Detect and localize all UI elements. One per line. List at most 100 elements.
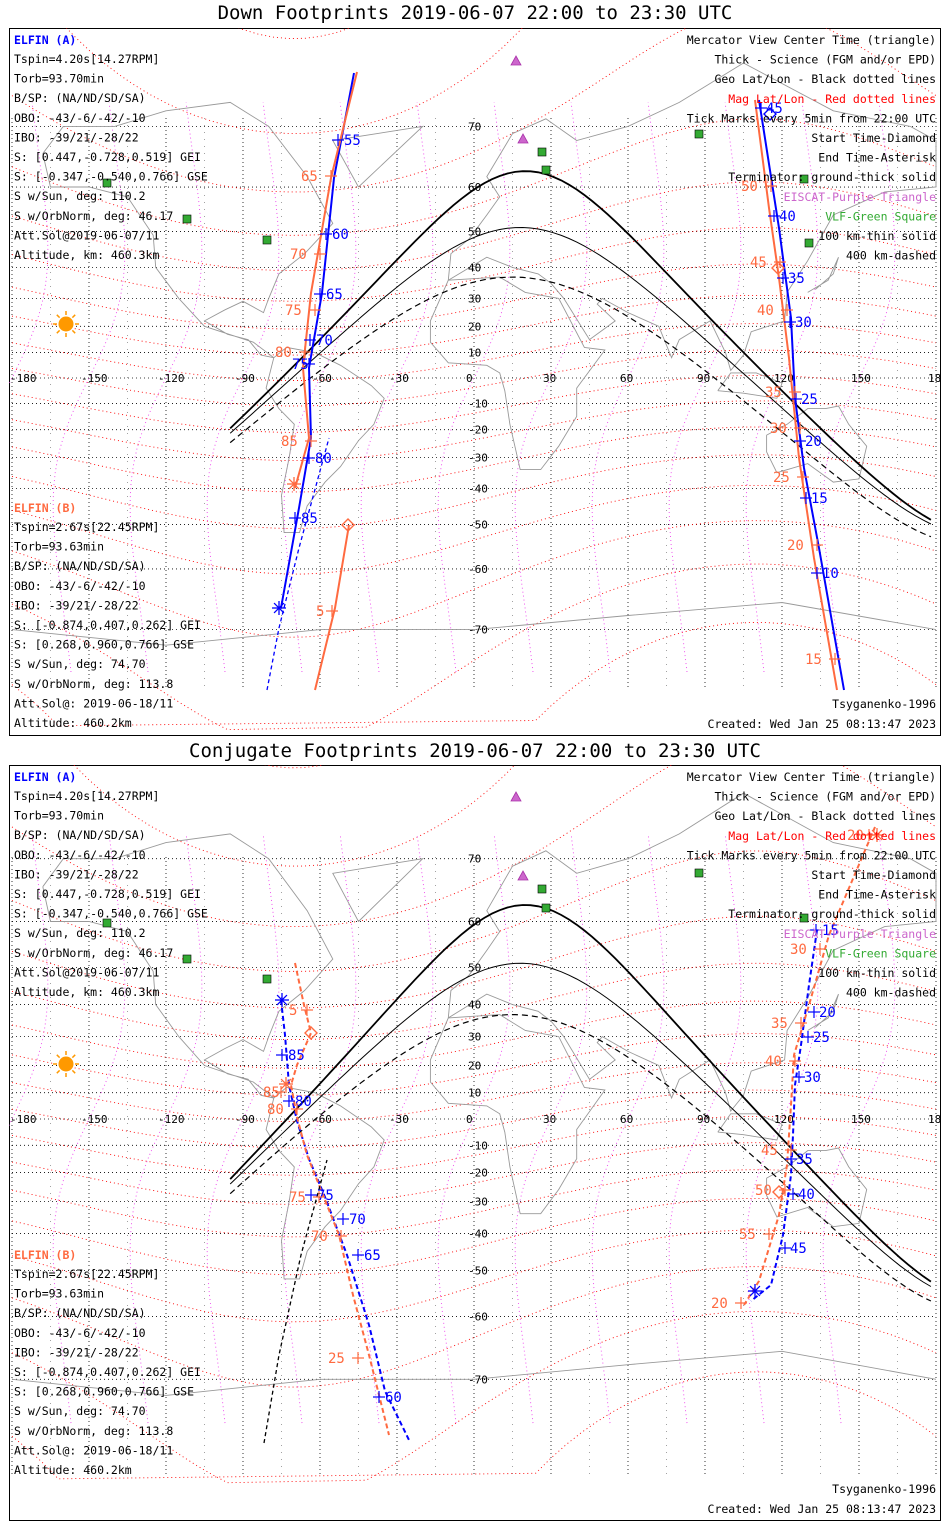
vlf-square [262,235,272,245]
panel-title: Down Footprints 2019-06-07 22:00 to 23:3… [217,2,733,24]
track-time-label: 65 [301,169,318,185]
lat-tick-label: -10 [468,1139,488,1152]
track-time-label: 40 [798,1187,815,1203]
lat-tick-label: 40 [468,999,481,1012]
track-time-label: 80 [315,451,332,467]
lon-tick-label: -90 [235,1113,255,1126]
coastline [265,346,385,534]
panel-title: Conjugate Footprints 2019-06-07 22:00 to… [189,740,761,762]
mag-longitude [591,102,665,673]
mag-longitude [822,833,896,1424]
lat-tick-label: -50 [468,1265,488,1278]
sun-ray [71,314,76,319]
legend-line: Mag Lat/Lon - Red dotted lines [728,829,936,843]
legend-line: Thick - Science (FGM and/or EPD) [714,53,936,67]
track-time-label: 65 [326,287,343,303]
lon-tick-label: -90 [235,372,255,385]
vlf-square [694,868,704,878]
elfin-a-info-line: Tspin=4.20s[14.27RPM] [14,52,159,66]
lat-tick-label: 30 [468,292,481,305]
map-frame [9,28,941,736]
vlf-square [182,214,192,224]
mag-latitude [11,1115,937,1176]
elfin-b-info-line: S w/Sun, deg: 74.70 [14,657,146,671]
lat-tick-label: -20 [468,424,488,437]
elfin-b-info-line: S: [0.268,0.960,0.766] GSE [14,638,194,652]
vlf-square [262,974,272,984]
lon-tick-label: 60 [620,372,633,385]
elfin-b-track-west [294,71,358,489]
lon-tick-label: -60 [312,372,332,385]
mag-latitude [11,400,937,462]
elfin-b-info-line: Torb=93.63min [14,540,104,554]
coastline [717,1113,783,1141]
elfin-a-conj-track-west [280,999,410,1441]
lon-tick-label: -30 [389,372,409,385]
mag-longitude [514,833,588,1424]
lat-tick-label: 60 [468,915,481,928]
lat-tick-label: 40 [468,261,481,274]
mag-latitude [11,850,937,972]
track-time-label: 35 [788,271,805,287]
elfin-b-info-line: Torb=93.63min [14,1287,104,1301]
mag-longitude [9,102,49,386]
eiscat-triangle [517,870,529,881]
elfin-b-info-line: Att.Sol@: 2019-06-18/11 [14,696,173,710]
lon-tick-label: -150 [81,1113,108,1126]
elfin-b-info-line: Tspin=2.67s[22.45RPM] [14,1267,159,1281]
elfin-a-info-line: Tspin=4.20s[14.27RPM] [14,789,159,803]
elfin-a-info-line: S: [0.447,-0.728,0.519] GEI [14,887,201,901]
legend-line: Geo Lat/Lon - Black dotted lines [714,72,936,86]
elfin-b-track-east [754,99,838,691]
start-diamond [341,518,355,532]
legend-line: End Time-Asterisk [818,151,936,165]
elfin-b-info-line: B/SP: (NA/ND/SD/SA) [14,559,146,573]
sun-icon [58,316,74,332]
elfin-a-info-line: Att.Sol@2019-06-07/11 [14,228,159,242]
mag-longitude [52,102,126,673]
mag-longitude [52,833,126,1424]
legend-line: 100 km-thin solid [818,229,936,243]
created-label: Created: Wed Jan 25 08:13:47 2023 [708,1502,937,1516]
track-time-label: 45 [761,1143,778,1159]
track-time-label: 85 [263,1085,280,1101]
elfin-b-conj-track-east [743,826,876,1306]
mag-latitude [11,375,937,433]
terminator-100km [229,962,932,1287]
track-time-label: 35 [765,385,782,401]
lat-tick-label: 50 [468,225,481,238]
mag-longitude [668,102,742,673]
coastline [11,1350,937,1396]
track-time-label: 40 [779,209,796,225]
elfin-a-info-line: S w/Sun, deg: 110.2 [14,189,146,203]
legend-line: Start Time-Diamond [811,868,936,882]
lat-tick-label: 70 [468,120,481,133]
terminator-ground [229,904,932,1283]
lon-tick-label: -120 [158,372,185,385]
legend-line: Geo Lat/Lon - Black dotted lines [714,809,936,823]
terminator-ground [229,170,932,521]
legend-line: VLF-Green Square [825,209,936,223]
mag-longitude [745,102,819,673]
lon-tick-label: 120 [774,1113,794,1126]
mag-latitude [11,484,937,575]
track-time-label: 40 [765,1054,782,1070]
lon-tick-label: 0 [466,372,473,385]
elfin-b-info-line: Tspin=2.67s[22.45RPM] [14,520,159,534]
elfin-b-info-line: Att.Sol@: 2019-06-18/11 [14,1443,173,1457]
terminator-100km [229,226,932,525]
legend-line: 400 km-dashed [846,986,936,1000]
mag-latitude [11,563,937,731]
track-time-label: 20 [711,1296,728,1312]
legend-line: Tick Marks every 5min from 22:00 UTC [687,111,936,125]
lon-tick-label: 180 [928,1113,941,1126]
mag-longitude [283,833,357,1424]
sun-ray [71,1054,76,1059]
lat-tick-label: 60 [468,181,481,194]
mag-longitude [283,102,357,673]
track-time-label: 25 [328,1351,345,1367]
elfin-b-info-line: S: [0.268,0.960,0.766] GSE [14,1385,194,1399]
elfin-b-info-line: IBO: -39/21/-28/22 [14,598,139,612]
track-time-label: 85 [281,434,298,450]
mag-latitude [11,1229,937,1323]
